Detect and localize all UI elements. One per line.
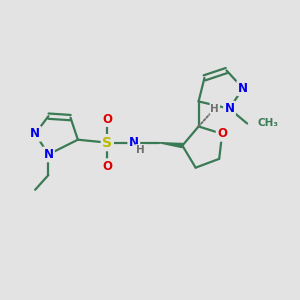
Text: S: S xyxy=(102,136,112,150)
Text: N: N xyxy=(44,148,53,161)
Text: N: N xyxy=(224,102,235,115)
Text: N: N xyxy=(129,136,139,149)
Polygon shape xyxy=(159,142,183,148)
Text: N: N xyxy=(238,82,248,95)
Text: N: N xyxy=(30,127,40,140)
Text: H: H xyxy=(136,145,145,155)
Text: O: O xyxy=(102,160,112,173)
Text: O: O xyxy=(217,127,227,140)
Text: O: O xyxy=(102,112,112,126)
Text: CH₃: CH₃ xyxy=(257,118,278,128)
Text: H: H xyxy=(210,104,219,114)
